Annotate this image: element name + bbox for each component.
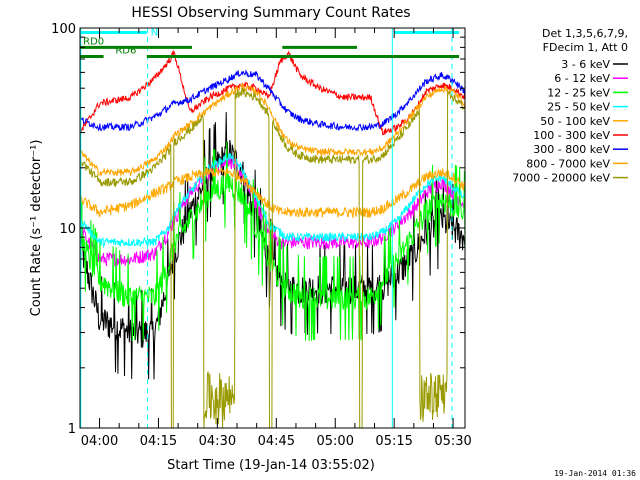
- chart-title: HESSI Observing Summary Count Rates: [131, 5, 410, 21]
- flag-label-rd6: RD6: [115, 46, 136, 57]
- x-tick-label-0: 04:00: [81, 434, 118, 449]
- legend-label-1: 6 - 12 keV: [554, 72, 610, 85]
- legend: Det 1,3,5,6,7,9, FDecim 1, Att 0 3 - 6 k…: [512, 27, 628, 185]
- y-tick-label-2: 100: [51, 22, 76, 37]
- legend-header-line-2: FDecim 1, Att 0: [543, 41, 628, 54]
- legend-label-6: 300 - 800 keV: [533, 143, 610, 156]
- x-tick-label-1: 04:15: [140, 434, 177, 449]
- legend-label-3: 25 - 50 keV: [547, 101, 610, 114]
- series-trace-6: [79, 69, 466, 132]
- x-tick-label-2: 04:30: [199, 434, 236, 449]
- x-axis-label: Start Time (19-Jan-14 03:55:02): [167, 458, 375, 473]
- legend-label-4: 50 - 100 keV: [540, 115, 610, 128]
- legend-label-2: 12 - 25 keV: [547, 86, 610, 99]
- y-axis-label: Count Rate (s⁻¹ detector⁻¹): [29, 140, 44, 317]
- marker-label-n: N: [151, 28, 158, 39]
- y-tick-label-0: 1: [68, 422, 76, 437]
- legend-label-5: 100 - 300 keV: [533, 129, 610, 142]
- legend-label-7: 800 - 7000 keV: [526, 157, 610, 170]
- legend-header-line-1: Det 1,3,5,6,7,9,: [542, 27, 628, 40]
- legend-label-0: 3 - 6 keV: [561, 58, 610, 71]
- x-tick-label-5: 05:15: [375, 434, 412, 449]
- plot-area: N RD0 RD6 04:00 04:15 04:30 04:45 05:00 05:15 05:…: [51, 22, 472, 449]
- series-trace-8: [79, 87, 466, 429]
- x-tick-label-6: 05:30: [434, 434, 471, 449]
- footer-timestamp: 19-Jan-2014 01:36: [554, 469, 636, 478]
- y-tick-label-1: 10: [59, 222, 76, 237]
- x-tick-label-3: 04:45: [258, 434, 295, 449]
- flag-label-rd0: RD0: [83, 36, 104, 47]
- x-tick-label-4: 05:00: [317, 434, 354, 449]
- legend-label-8: 7000 - 20000 keV: [512, 172, 610, 185]
- series-trace-5: [79, 49, 466, 136]
